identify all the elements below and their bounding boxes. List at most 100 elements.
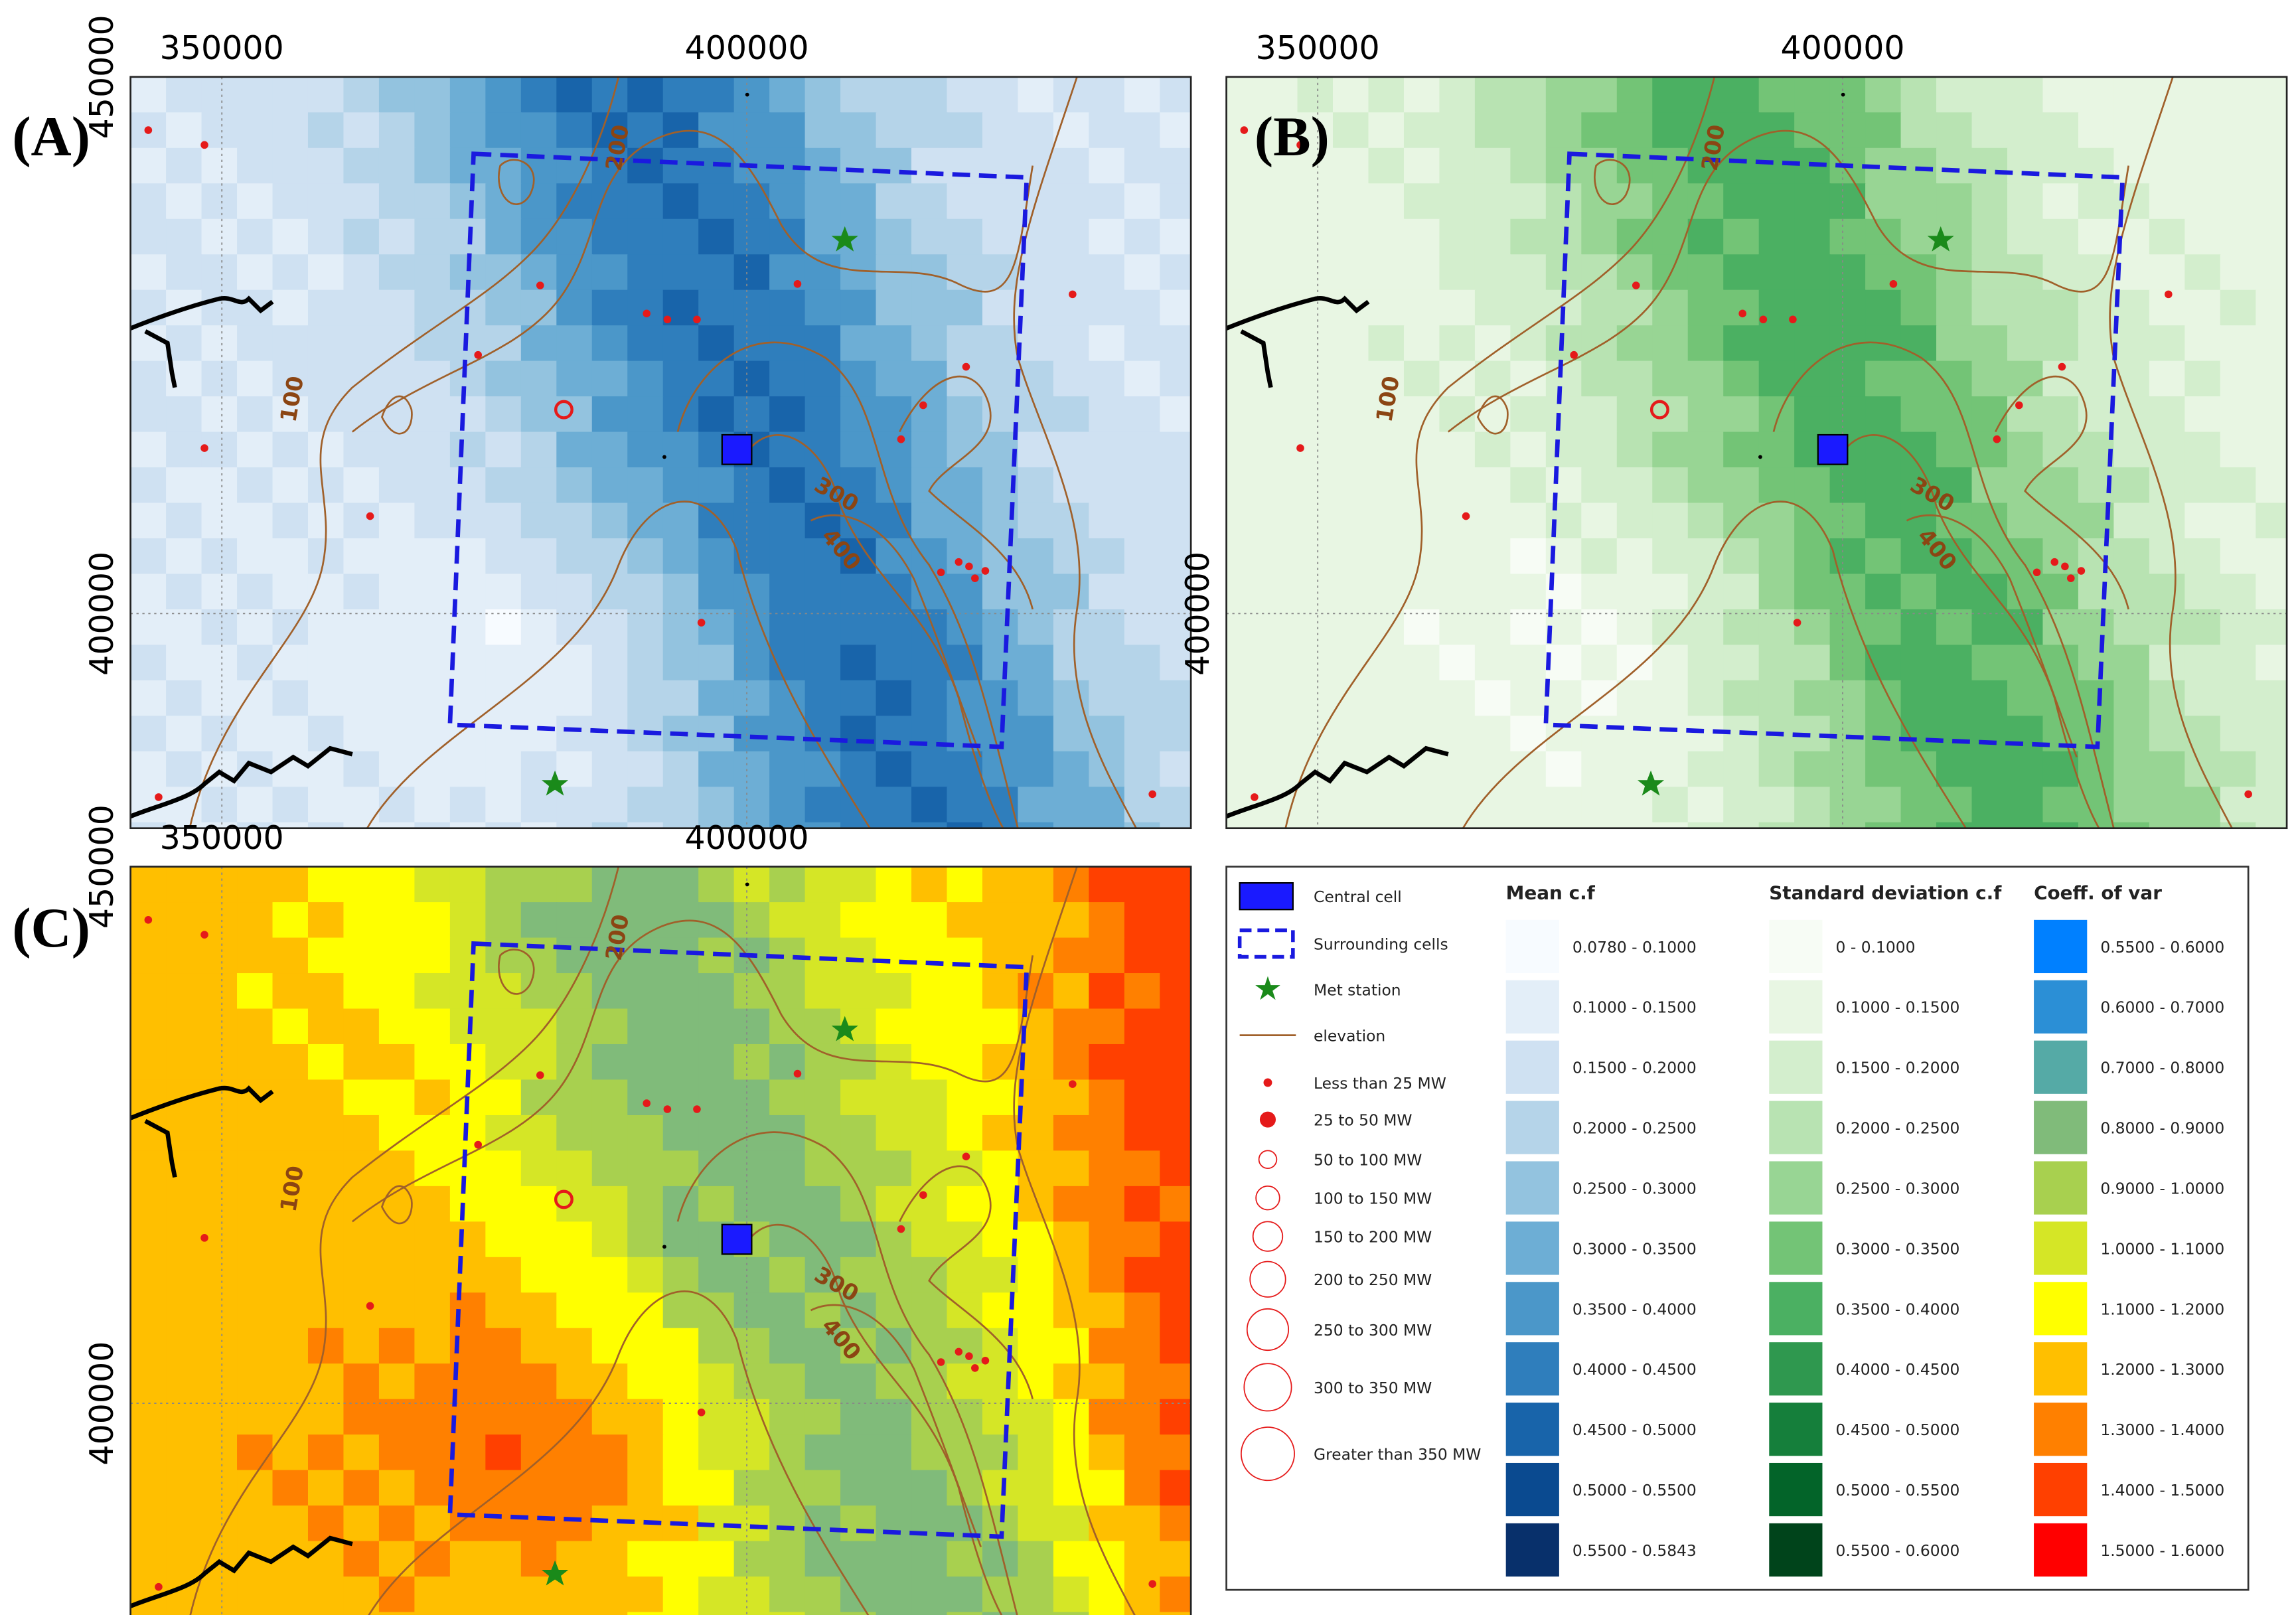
raster-cell: [1368, 254, 1405, 291]
raster-cell: [556, 574, 593, 611]
raster-cell: [1616, 502, 1653, 540]
raster-cell: [662, 1541, 700, 1578]
raster-cell: [166, 254, 202, 291]
raster-cell: [237, 396, 273, 433]
raster-cell: [733, 1079, 771, 1116]
raster-cell: [627, 1221, 664, 1258]
raster-cell: [769, 574, 806, 611]
raster-cell: [307, 218, 344, 256]
raster-cell: [520, 1612, 558, 1615]
y-tick-label: 400000: [1179, 552, 1217, 676]
raster-cell: [911, 1328, 948, 1365]
raster-cell: [911, 902, 948, 939]
raster-cell: [1403, 254, 1440, 291]
raster-cell: [1510, 183, 1547, 220]
raster-cell: [414, 822, 451, 828]
raster-cell: [237, 1328, 273, 1365]
raster-cell: [1333, 112, 1369, 149]
raster-cell: [876, 147, 913, 185]
raster-cell: [1124, 973, 1161, 1010]
x-tick-label: 400000: [685, 819, 809, 857]
legend-label: Central cell: [1314, 887, 1402, 906]
raster-cell: [1053, 1043, 1090, 1081]
raster-cell: [2078, 183, 2115, 220]
raster-cell: [804, 538, 842, 575]
raster-cell: [201, 973, 238, 1010]
raster-cell: [130, 183, 167, 220]
raster-cell: [591, 609, 629, 646]
raster-cell: [840, 147, 877, 185]
raster-cell: [449, 76, 487, 114]
raster-cell: [1124, 574, 1161, 611]
raster-cell: [1297, 609, 1334, 646]
raster-cell: [698, 1079, 735, 1116]
legend-swatch: [1505, 1523, 1559, 1577]
raster-cell: [982, 1363, 1019, 1400]
raster-cell: [1333, 467, 1369, 504]
raster-cell: [1297, 822, 1334, 828]
raster-cell: [307, 76, 344, 114]
raster-cell: [1333, 254, 1369, 291]
raster-cell: [556, 716, 593, 752]
raster-cell: [2256, 787, 2287, 823]
raster-cell: [662, 360, 700, 398]
raster-cell: [201, 218, 238, 256]
raster-cell: [1581, 716, 1618, 752]
raster-cell: [1089, 1257, 1125, 1294]
raster-cell: [911, 1541, 948, 1578]
raster-cell: [733, 1008, 771, 1045]
legend-label: 0.0780 - 0.1000: [1572, 938, 1697, 957]
raster-cell: [662, 218, 700, 256]
legend-swatch: [1505, 1462, 1559, 1517]
legend-swatch: [1505, 1282, 1559, 1336]
raster-cell: [272, 645, 309, 682]
raster-cell: [876, 396, 913, 433]
raster-cell: [1160, 76, 1191, 114]
raster-cell: [662, 751, 700, 788]
raster-cell: [1829, 574, 1867, 611]
raster-cell: [1971, 112, 2009, 149]
raster-cell: [840, 1470, 877, 1507]
raster-cell: [378, 680, 416, 717]
raster-cell: [1160, 822, 1191, 828]
raster-cell: [2220, 431, 2257, 469]
raster-cell: [485, 1505, 522, 1542]
raster-cell: [520, 973, 558, 1010]
raster-cell: [1403, 680, 1440, 717]
raster-cell: [2007, 431, 2044, 469]
raster-cell: [378, 1577, 416, 1613]
raster-cell: [1089, 1221, 1125, 1258]
raster-cell: [485, 787, 522, 823]
raster-cell: [307, 1505, 344, 1542]
raster-cell: [1018, 1470, 1055, 1507]
raster-cell: [1723, 76, 1760, 114]
raster-cell: [876, 937, 913, 974]
raster-cell: [1262, 183, 1298, 220]
raster-cell: [272, 1470, 309, 1507]
raster-cell: [1971, 467, 2009, 504]
raster-cell: [1262, 609, 1298, 646]
raster-cell: [662, 1612, 700, 1615]
raster-cell: [1018, 325, 1055, 362]
raster-cell: [2256, 112, 2287, 149]
legend-symbol: [1237, 928, 1295, 959]
legend-swatch: [1505, 1161, 1559, 1215]
raster-cell: [662, 1150, 700, 1187]
raster-cell: [201, 1292, 238, 1329]
raster-cell: [911, 289, 948, 327]
raster-cell: [1900, 680, 1938, 717]
raster-cell: [1053, 396, 1090, 433]
legend-label: 0.7000 - 0.8000: [2100, 1059, 2224, 1077]
raster-cell: [1160, 1434, 1191, 1471]
raster-cell: [1089, 822, 1125, 828]
raster-cell: [1089, 1008, 1125, 1045]
raster-cell: [378, 973, 416, 1010]
raster-cell: [876, 1221, 913, 1258]
raster-cell: [449, 680, 487, 717]
raster-cell: [449, 112, 487, 149]
raster-cell: [414, 1505, 451, 1542]
legend-swatch: [1505, 1221, 1559, 1275]
raster-cell: [1226, 183, 1263, 220]
raster-cell: [769, 787, 806, 823]
